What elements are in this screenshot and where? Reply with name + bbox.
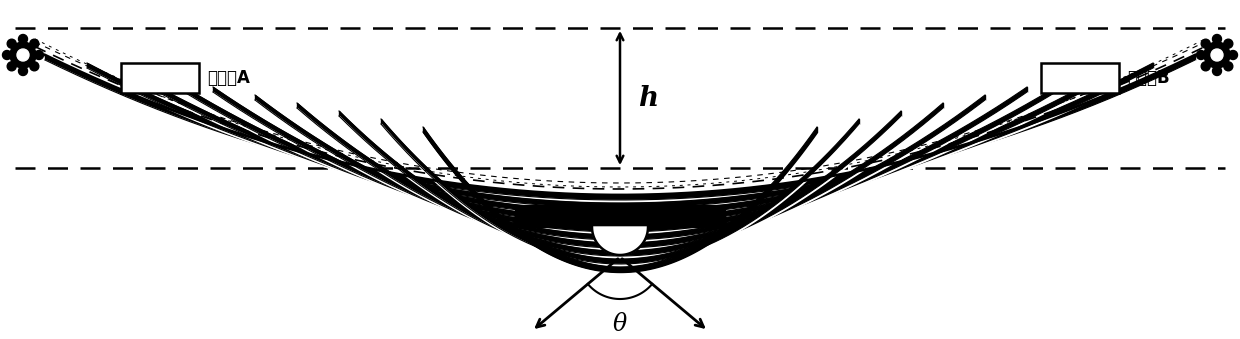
Circle shape (19, 66, 27, 76)
Circle shape (30, 62, 38, 71)
Polygon shape (591, 227, 649, 255)
Text: h: h (639, 84, 658, 112)
Text: θ: θ (613, 313, 627, 336)
Circle shape (30, 39, 38, 48)
Circle shape (1224, 62, 1233, 71)
Circle shape (1204, 42, 1230, 68)
Text: 传感器A: 传感器A (207, 69, 250, 87)
Circle shape (1213, 66, 1221, 76)
Bar (515, 205, 725, 227)
Circle shape (1202, 39, 1210, 48)
Circle shape (7, 39, 16, 48)
Circle shape (1229, 51, 1238, 60)
Text: 传感器B: 传感器B (1127, 69, 1169, 87)
Circle shape (19, 35, 27, 43)
Bar (1042, 63, 1118, 93)
Bar (122, 63, 198, 93)
Circle shape (35, 51, 43, 60)
Circle shape (1202, 62, 1210, 71)
Circle shape (10, 42, 36, 68)
Circle shape (1197, 51, 1205, 60)
Circle shape (1213, 35, 1221, 43)
Circle shape (2, 51, 11, 60)
Circle shape (17, 49, 29, 61)
Circle shape (1211, 49, 1223, 61)
Circle shape (1224, 39, 1233, 48)
Circle shape (7, 62, 16, 71)
